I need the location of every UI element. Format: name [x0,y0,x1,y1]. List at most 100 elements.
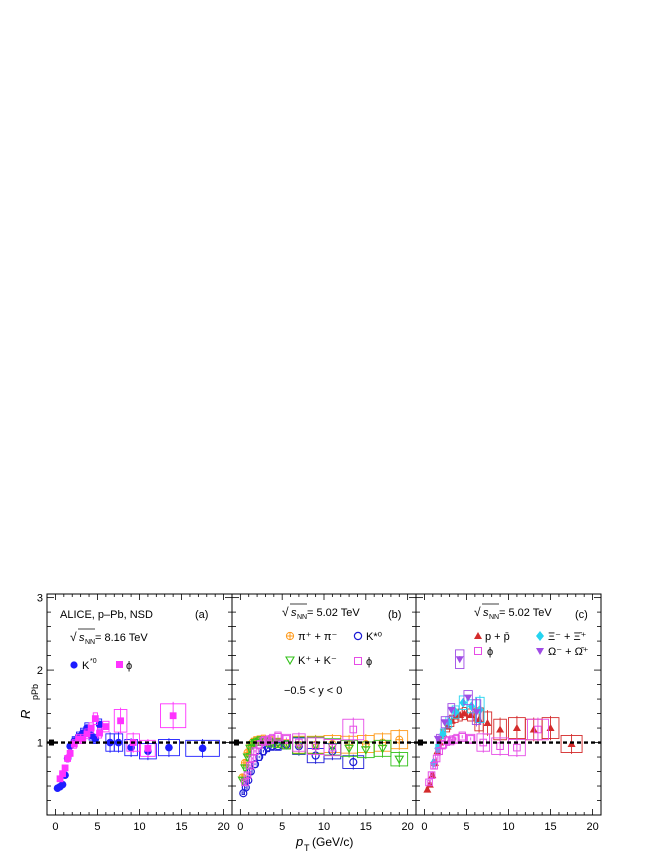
panel-c: 0 5 10 15 20 [415,593,602,833]
data-point [466,735,475,743]
y-tick-label: 2 [37,665,43,677]
panel-a: 0 5 10 15 20 1 2 3 [37,593,233,833]
syst-box [463,690,473,706]
syst-box [453,733,459,744]
data-point [430,761,438,770]
data-point [169,712,177,720]
legend-marker-phi [474,647,482,655]
data-point [328,743,337,752]
syst-box [427,779,431,785]
x-tick-label: 10 [502,821,514,833]
data-point [467,701,476,712]
legend-label-kstar: K [82,660,90,672]
x-tick-label: 5 [279,821,285,833]
syst-box [437,746,441,756]
x-axis-title: p T (GeV/c) [295,834,353,853]
data-point [546,724,555,732]
syst-box [466,733,476,744]
syst-box [269,733,275,744]
data-point [455,656,464,664]
data-point [534,725,542,734]
legend-label-xi: Ξ⁻ + Ξ̄⁺ [548,631,587,643]
data-point [246,761,254,770]
energy-value: = 8.16 TeV [95,632,148,644]
syst-box [243,779,247,785]
y-axis-title-sub: pPb [30,684,40,700]
data-point [58,780,67,789]
sqrt-symbol: √ [70,630,77,644]
x-tick-label: 5 [94,821,100,833]
data-point [349,758,358,767]
data-point [443,737,452,745]
panel-c-annotations: (c) √ s NN = 5.02 TeV p + p̄ Ξ⁻ + Ξ̄⁺ ϕ … [474,603,589,658]
series-a-1 [56,701,187,783]
data-point [377,744,388,754]
legend-marker-xi [536,631,544,641]
data-point [282,735,291,743]
data-point [311,742,320,750]
data-point [464,694,473,702]
energy-s: s [79,632,85,644]
x-axis-title-main: p [295,834,303,849]
data-point [433,735,442,743]
data-point [458,732,467,741]
legend-label-kstar: K*⁰ [366,631,383,643]
data-point [460,709,469,717]
legend-marker-pion [285,631,295,641]
panel-c-legend: p + p̄ Ξ⁻ + Ξ̄⁺ ϕ Ω⁻ + Ω̄⁺ [474,631,589,658]
data-point [394,755,405,765]
x-tick-label: 0 [237,821,243,833]
data-point [440,719,449,727]
data-point [274,732,282,741]
data-point [248,754,257,763]
data-point [439,728,447,739]
legend-label-phi: ϕ [126,660,132,672]
data-point [75,735,82,743]
syst-box [245,772,250,778]
legend-marker-phi [116,661,123,668]
plot-frame [415,593,602,816]
panel-a-legend: K *0 ϕ [70,658,132,672]
legend-marker-kstar [70,661,78,669]
panel-b-legend: π⁺ + π⁻ K*⁰ K⁺ + K⁻ ϕ [285,631,383,668]
data-point [344,744,355,754]
data-point [447,706,456,714]
energy-sub: NN [489,614,499,621]
sqrt-symbol: √ [282,605,289,619]
normalization-uncertainty-box [418,739,423,746]
plot-frame [231,593,417,816]
data-point [435,747,443,756]
data-point [165,743,173,752]
data-point [349,725,358,734]
legend-label-pion: π⁺ + π⁻ [298,631,338,643]
legend-marker-proton [474,632,482,639]
panel-b: 0 5 10 15 20 [231,593,417,833]
syst-box [455,649,465,670]
x-tick-label: 15 [360,821,372,833]
energy-sub: NN [85,639,95,646]
legend-label-proton: p + p̄ [485,631,510,643]
data-point [117,717,124,725]
plot-frame [46,593,233,816]
y-axis-title-main: R [18,710,33,719]
data-point [66,750,74,757]
data-point [61,764,69,772]
panel-b-annotations: (b) √ s NN = 5.02 TeV π⁺ + π⁻ K*⁰ K⁺ + K… [282,603,401,697]
syst-box [440,716,449,729]
panel-a-annotations: ALICE, p–Pb, NSD (a) √ s NN = 8.16 TeV K… [60,609,208,672]
energy-s: s [291,607,297,619]
x-tick-label: 20 [217,821,229,833]
data-point [198,744,207,753]
series-c-3 [433,649,482,744]
energy-s: s [483,607,489,619]
data-point [96,729,103,737]
normalization-uncertainty-box [49,739,54,746]
data-point [144,744,152,752]
data-point [259,737,268,745]
legend-marker-kaon [285,656,295,666]
data-point [513,743,521,752]
x-axis-title-unit: (GeV/c) [312,835,353,849]
syst-box [447,703,456,717]
legend-marker-phi [354,657,362,665]
